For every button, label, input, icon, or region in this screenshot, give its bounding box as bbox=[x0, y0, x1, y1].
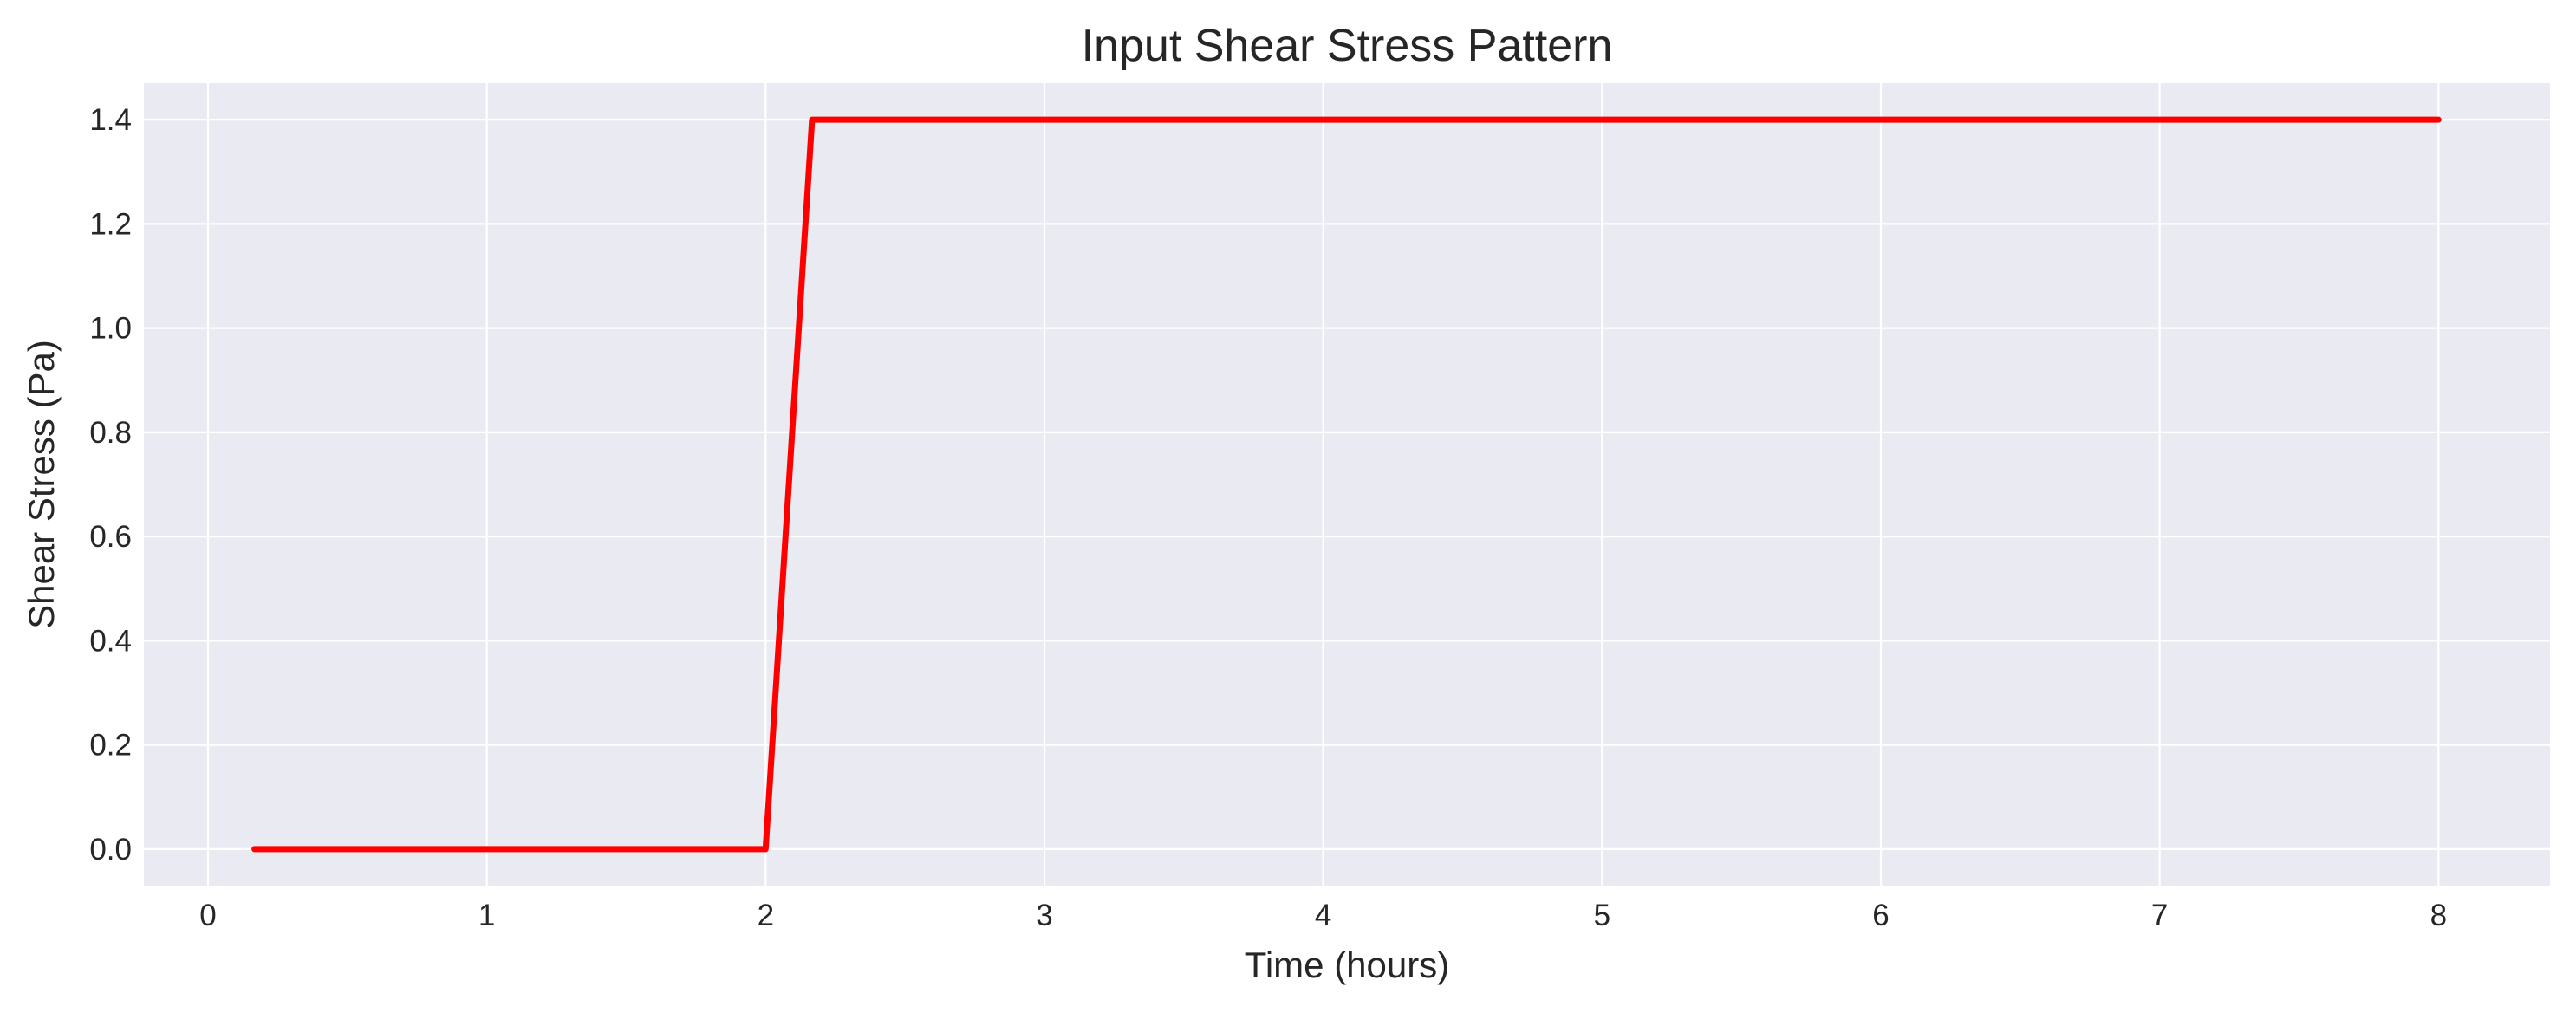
y-tick-label: 0.0 bbox=[89, 833, 132, 867]
x-tick-label: 5 bbox=[1594, 899, 1610, 932]
y-tick-labels: 0.0 0.2 0.4 0.6 0.8 1.0 1.2 1.4 bbox=[89, 103, 132, 867]
x-tick-label: 3 bbox=[1036, 899, 1052, 932]
series-line bbox=[251, 116, 2442, 853]
y-tick-label: 0.2 bbox=[89, 729, 132, 763]
x-tick-label: 1 bbox=[478, 899, 495, 932]
series-layer bbox=[251, 116, 2442, 853]
x-tick-label: 7 bbox=[2151, 899, 2168, 932]
x-tick-label: 0 bbox=[199, 899, 216, 932]
x-tick-label: 8 bbox=[2430, 899, 2447, 932]
x-axis-label: Time (hours) bbox=[1245, 945, 1449, 985]
y-tick-label: 0.4 bbox=[89, 624, 132, 658]
x-tick-label: 4 bbox=[1315, 899, 1331, 932]
y-tick-label: 1.2 bbox=[89, 207, 132, 241]
chart-title: Input Shear Stress Pattern bbox=[1082, 21, 1613, 71]
plot-area-background bbox=[144, 83, 2550, 886]
y-tick-label: 0.8 bbox=[89, 416, 132, 450]
x-tick-label: 6 bbox=[1872, 899, 1889, 932]
y-tick-label: 1.4 bbox=[89, 103, 132, 137]
x-tick-label: 2 bbox=[758, 899, 774, 932]
y-tick-label: 1.0 bbox=[89, 312, 132, 346]
y-tick-label: 0.6 bbox=[89, 520, 132, 554]
y-axis-label: Shear Stress (Pa) bbox=[21, 340, 62, 629]
x-tick-labels: 0 1 2 3 4 5 6 7 8 bbox=[199, 899, 2447, 932]
